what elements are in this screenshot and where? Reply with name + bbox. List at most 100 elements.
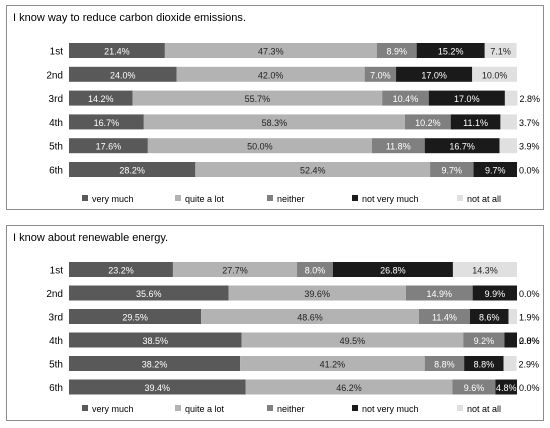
data-label: 29.5% <box>122 313 148 323</box>
data-label: 39.6% <box>304 289 330 299</box>
bar-segment <box>382 90 429 106</box>
legend-swatch <box>457 195 463 201</box>
bar-segment <box>69 332 242 348</box>
bar-segment <box>376 43 417 58</box>
data-label: 39.4% <box>144 383 170 393</box>
category-label: 6th <box>49 166 63 177</box>
legend-label: not at all <box>467 194 501 204</box>
bar-segment <box>245 379 453 395</box>
chart-panel-renewable: I know about renewable energy. 1st 23.2% 2… <box>6 225 544 421</box>
data-label: 3.9% <box>519 142 540 152</box>
bar-segment <box>463 332 505 348</box>
data-label: 7.1% <box>490 47 511 57</box>
category-label: 5th <box>49 142 63 153</box>
data-label: 17.0% <box>454 94 480 104</box>
legend-item: not at all <box>457 194 501 204</box>
bar-segment <box>143 114 406 130</box>
bar-segment <box>69 285 229 301</box>
data-label: 26.8% <box>380 266 406 276</box>
bar-segment <box>430 162 474 177</box>
bar-segment <box>503 356 517 371</box>
data-label: 10.0% <box>482 70 508 80</box>
data-label: 10.4% <box>393 94 419 104</box>
bar-segment <box>405 114 451 130</box>
legend-label: not very much <box>362 404 419 414</box>
bar-segment <box>405 285 473 301</box>
legend-swatch <box>175 195 181 201</box>
legend-label: very much <box>92 194 134 204</box>
bar-segment <box>228 285 406 301</box>
category-label: 6th <box>49 383 63 394</box>
data-label: 3.7% <box>519 118 540 128</box>
bar-segment <box>504 332 517 348</box>
legend-item: not very much <box>352 194 419 204</box>
legend-item: not very much <box>352 404 419 414</box>
legend-label: very much <box>92 404 134 414</box>
data-label: 11.8% <box>386 142 411 152</box>
data-label: 15.2% <box>438 47 464 57</box>
category-label: 4th <box>49 118 63 129</box>
bar-segment <box>332 262 453 277</box>
bar-segment <box>495 379 517 395</box>
data-label: 9.9% <box>485 289 506 299</box>
legend-item: neither <box>267 404 305 414</box>
legend-item: neither <box>267 194 305 204</box>
legend-label: not at all <box>467 404 501 414</box>
data-label: 1.9% <box>519 313 540 323</box>
data-label: 11.4% <box>432 313 457 323</box>
bar-segment <box>484 43 517 58</box>
legend-label: not very much <box>362 194 419 204</box>
data-label: 58.3% <box>262 118 288 128</box>
legend-swatch <box>352 405 358 411</box>
legend-swatch <box>267 195 273 201</box>
data-label: 41.2% <box>320 360 346 370</box>
legend-swatch <box>352 195 358 201</box>
bar-segment <box>469 309 509 324</box>
bar-segment <box>396 66 473 82</box>
data-label: 0.0% <box>519 383 540 393</box>
data-label: 11.1% <box>463 118 488 128</box>
data-label: 14.9% <box>427 289 453 299</box>
bar-segment <box>499 138 517 154</box>
category-label: 2nd <box>46 289 63 300</box>
bar-segment <box>371 138 425 154</box>
data-label: 14.2% <box>88 94 114 104</box>
bar-segment <box>418 309 470 324</box>
data-label: 9.7% <box>485 166 506 176</box>
bar-segment <box>464 356 504 371</box>
legend-label: quite a lot <box>185 194 225 204</box>
data-label: 38.2% <box>142 360 168 370</box>
legend-swatch <box>82 195 88 201</box>
bar-segment <box>472 66 517 82</box>
bar-segment <box>69 43 165 58</box>
bar-segment <box>176 66 365 82</box>
bar-segment <box>424 138 500 154</box>
data-label: 48.6% <box>297 313 323 323</box>
category-label: 3rd <box>49 313 63 324</box>
data-label: 2.9% <box>519 360 540 370</box>
bar-segment <box>201 309 419 324</box>
data-label: 10.2% <box>415 118 441 128</box>
bar-segment <box>69 379 246 395</box>
bar-segment <box>69 66 177 82</box>
data-label: 35.6% <box>136 289 162 299</box>
data-label: 21.4% <box>104 47 130 57</box>
data-label: 7.0% <box>370 70 391 80</box>
legend-swatch <box>267 405 273 411</box>
bar-segment <box>164 43 377 58</box>
data-label: 16.7% <box>94 118 120 128</box>
data-label: 8.0% <box>305 266 326 276</box>
bar-segment <box>69 138 148 154</box>
bar-segment <box>172 262 298 277</box>
category-label: 5th <box>49 360 63 371</box>
legend-item: quite a lot <box>175 194 225 204</box>
legend-label: quite a lot <box>185 404 225 414</box>
legend-item: not at all <box>457 404 501 414</box>
data-label: 24.0% <box>110 70 136 80</box>
data-label: 23.2% <box>108 266 134 276</box>
bar-segment <box>240 356 425 371</box>
bar-segment <box>69 162 196 177</box>
legend-label: neither <box>277 404 305 414</box>
data-label: 0.0% <box>519 289 540 299</box>
bar-segment <box>147 138 372 154</box>
